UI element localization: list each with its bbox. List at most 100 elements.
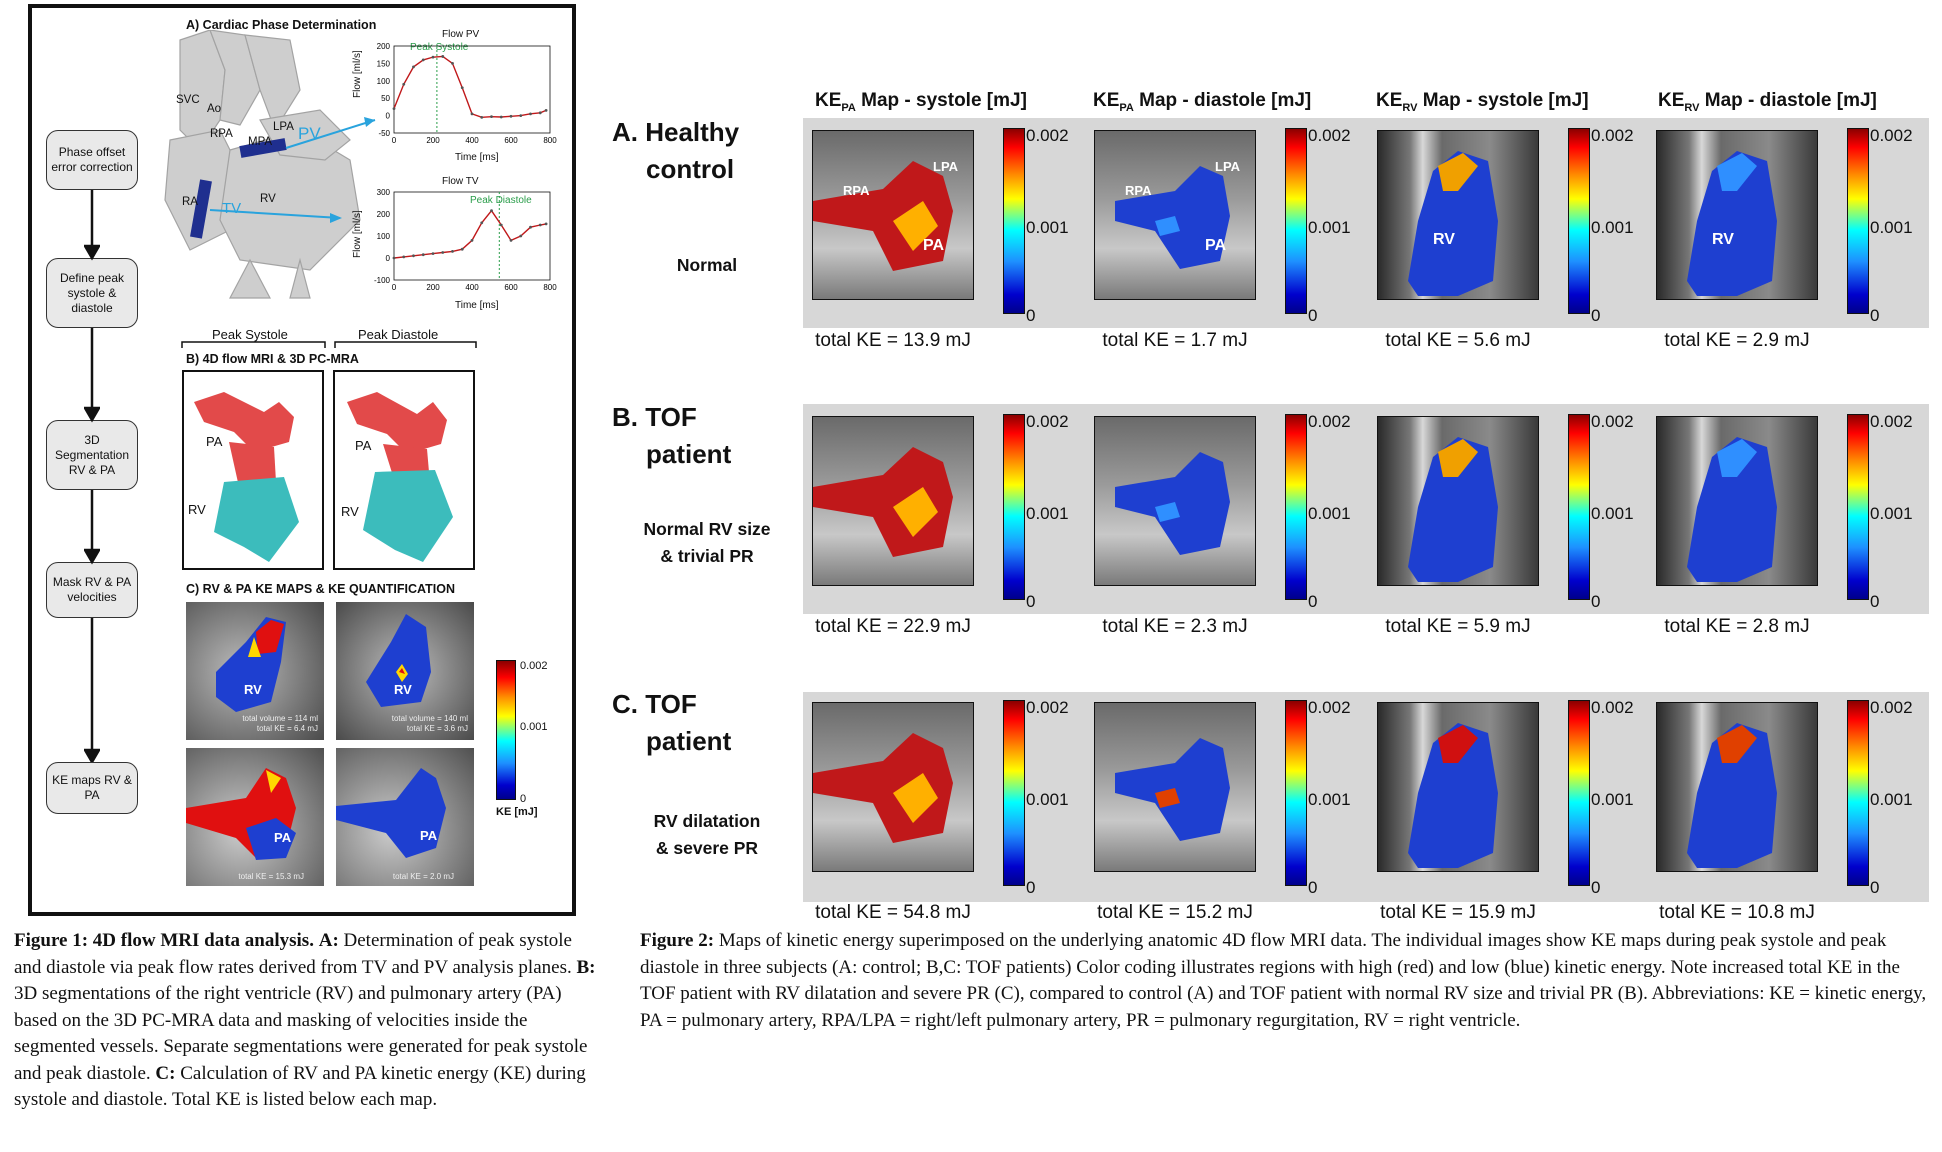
total-ke-r3-c1: total KE = 54.8 mJ: [815, 902, 971, 923]
colorbar-mid-r2-c1: 0.001: [1026, 504, 1069, 523]
colorbar-min-r2-c2: 0: [1308, 592, 1318, 611]
colorbar-min-r3-c3: 0: [1591, 878, 1601, 897]
peak-diastole-label: Peak Diastole: [358, 327, 439, 342]
flow-data-point: [519, 114, 523, 117]
x-tick-label: 400: [465, 136, 479, 145]
fig1-colorbar-mid: 0.001: [520, 721, 548, 733]
colorbar-min-r2-c3: 0: [1591, 592, 1601, 611]
label-rpa: RPA: [210, 128, 233, 140]
flow-data-point: [421, 253, 425, 257]
chart-tv-peak-label: Peak Diastole: [470, 195, 532, 206]
ke-pa-dia-total: total KE = 2.0 mJ: [392, 872, 454, 881]
flow-data-point: [451, 62, 454, 65]
colorbar-min-r3-c1: 0: [1026, 878, 1036, 897]
total-ke-r3-c2: total KE = 15.2 mJ: [1097, 902, 1253, 923]
x-tick-label: 200: [426, 136, 440, 145]
ke-panel-r1-c1: RPA LPA PA: [812, 130, 974, 300]
label-mpa: MPA: [248, 136, 273, 148]
ke-pa-sys-label: PA: [274, 830, 292, 845]
segmentation-diastole: PA RV: [333, 370, 475, 570]
flow-data-point: [544, 222, 548, 226]
panel-label-r1-c1-lpa: LPA: [933, 159, 959, 174]
label-svc: SVC: [176, 94, 200, 106]
x-tick-label: 600: [504, 136, 518, 145]
total-ke-r2-c2: total KE = 2.3 mJ: [1102, 616, 1248, 637]
panel-label-r1-c1-rpa: RPA: [843, 183, 870, 198]
fig1-colorbar-max: 0.002: [520, 660, 548, 672]
colorbar-max-r3-c3: 0.002: [1591, 698, 1634, 717]
flow-series-line: [393, 55, 547, 119]
panel-label-r1-c3-rv: RV: [1433, 231, 1455, 248]
x-tick-label: 0: [392, 283, 397, 292]
colorbar-r2-c3: [1568, 414, 1590, 600]
x-tick-label: 600: [504, 283, 518, 292]
colorbar-r1-c2: [1285, 128, 1307, 314]
colorbar-max-r2-c4: 0.002: [1870, 412, 1913, 431]
row-c-subtitle: RV dilatation & severe PR: [653, 811, 761, 858]
flow-data-point: [499, 115, 503, 119]
panel-label-r1-c2-pa: PA: [1205, 237, 1227, 254]
y-tick-label: 100: [377, 77, 391, 86]
col-header-pa-systole: KEPA Map - systole [mJ]: [815, 90, 1027, 114]
ke-pa-sys-total: total KE = 15.3 mJ: [238, 872, 304, 881]
ke-map-rv-diastole: RV total volume = 140 ml total KE = 3.6 …: [336, 602, 474, 740]
flow-data-point: [402, 82, 406, 86]
ke-panel-r2-c1: [812, 416, 974, 586]
colorbar-max-r2-c3: 0.002: [1591, 412, 1634, 431]
segmentation-diastole-render: [347, 392, 453, 562]
colorbar-mid-r3-c2: 0.001: [1308, 790, 1351, 809]
colorbar-r3-c3: [1568, 700, 1590, 886]
total-ke-r1-c4: total KE = 2.9 mJ: [1664, 330, 1810, 351]
colorbar-r2-c1: [1003, 414, 1025, 600]
total-ke-r2-c4: total KE = 2.8 mJ: [1664, 616, 1810, 637]
label-lpa: LPA: [273, 121, 294, 133]
total-ke-r1-c1: total KE = 13.9 mJ: [815, 330, 971, 351]
row-a-title: A. Healthy control: [612, 117, 740, 184]
flow-data-point: [499, 223, 503, 227]
ke-panel-r3-c4: [1656, 702, 1818, 872]
ke-panel-r1-c4: RV: [1656, 130, 1818, 300]
fig2-caption-text: Maps of kinetic energy superimposed on t…: [640, 930, 1927, 1031]
row-a-subtitle: Normal: [676, 255, 738, 275]
y-tick-label: -100: [374, 276, 391, 285]
seg-sys-rv-label: RV: [188, 502, 206, 517]
colorbar-min-r2-c4: 0: [1870, 592, 1880, 611]
label-ao: Ao: [207, 103, 222, 115]
colorbar-min-r3-c2: 0: [1308, 878, 1318, 897]
flow-box-define-peak: Define peak systole & diastole: [46, 258, 138, 328]
ke-rv-sys-volume: total volume = 114 ml: [242, 714, 318, 723]
total-ke-r1-c2: total KE = 1.7 mJ: [1102, 330, 1248, 351]
y-tick-label: 300: [377, 188, 391, 197]
y-tick-label: 50: [381, 94, 390, 103]
flow-data-point: [490, 115, 493, 119]
colorbar-max-r3-c4: 0.002: [1870, 698, 1913, 717]
flow-data-point: [431, 55, 435, 59]
colorbar-mid-r1-c3: 0.001: [1591, 218, 1634, 237]
panel-label-r1-c1-pa: PA: [923, 237, 945, 254]
section-c-title: C) RV & PA KE MAPS & KE QUANTIFICATION: [186, 582, 455, 596]
column-brackets: [181, 341, 477, 348]
flow-box-mask: Mask RV & PA velocities: [46, 562, 138, 618]
colorbar-min-r1-c2: 0: [1308, 306, 1318, 325]
colorbar-r3-c1: [1003, 700, 1025, 886]
fig1-colorbar-min: 0: [520, 793, 527, 805]
flow-data-point: [470, 112, 474, 116]
y-tick-label: 0: [386, 254, 391, 263]
colorbar-r3-c4: [1847, 700, 1869, 886]
x-tick-label: 400: [465, 283, 479, 292]
x-tick-label: 800: [543, 136, 557, 145]
colorbar-mid-r2-c4: 0.001: [1870, 504, 1913, 523]
flow-data-point: [480, 115, 484, 119]
chart-pv-peak-label: Peak Systole: [410, 42, 469, 53]
ke-rv-sys-total: total KE = 6.4 mJ: [256, 724, 318, 733]
chart-tv-xlabel: Time [ms]: [455, 300, 499, 311]
plot-area: [393, 45, 551, 134]
ke-map-pa-diastole: PA total KE = 2.0 mJ: [336, 748, 474, 886]
label-rv: RV: [260, 193, 276, 205]
y-tick-label: 200: [377, 210, 391, 219]
flow-data-point: [509, 114, 513, 118]
label-ra: RA: [182, 196, 198, 208]
fig1-colorbar: [496, 660, 516, 800]
section-a-title: A) Cardiac Phase Determination: [186, 18, 377, 32]
ke-overlay-r1-c1: [813, 161, 953, 271]
